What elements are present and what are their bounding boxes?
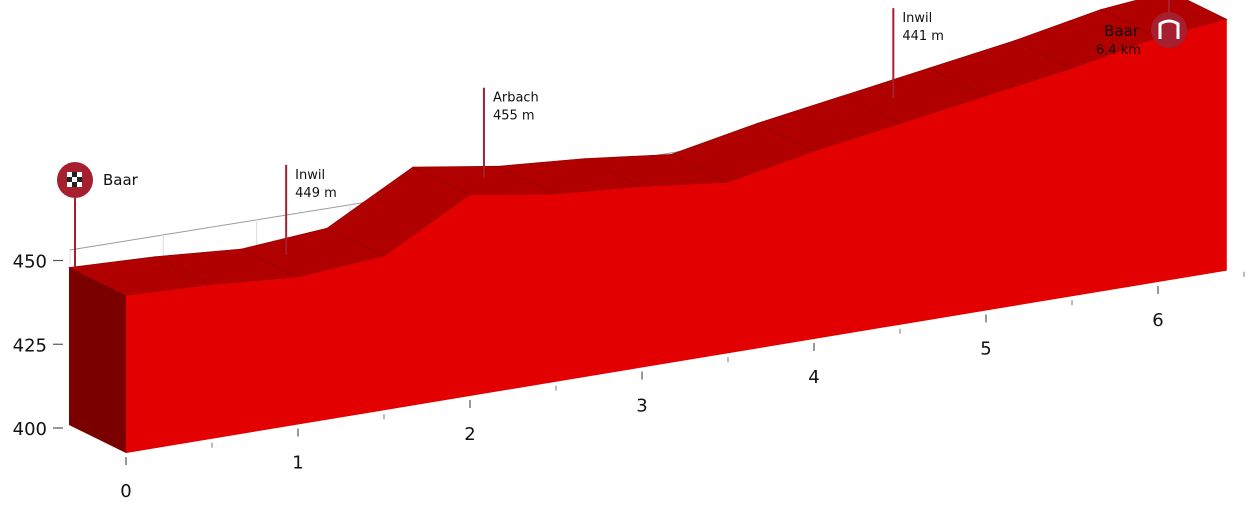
poi-name: Arbach xyxy=(493,91,539,106)
finish-distance: 6.4 km xyxy=(1096,43,1141,58)
y-tick-label: 425 xyxy=(13,335,47,356)
y-tick-label: 450 xyxy=(13,252,47,273)
start-label: Baar xyxy=(103,171,139,189)
profile-front-face xyxy=(126,19,1227,453)
x-tick-label: 2 xyxy=(464,424,475,445)
start-side-face xyxy=(69,267,126,453)
x-tick-label: 3 xyxy=(636,396,647,417)
x-tick-label: 6 xyxy=(1152,310,1163,331)
x-tick-label: 4 xyxy=(808,367,819,388)
checkered-flag-icon xyxy=(67,172,82,187)
poi-name: Inwil xyxy=(295,168,325,183)
poi-elevation: 455 m xyxy=(493,109,535,124)
x-tick-label: 0 xyxy=(120,481,131,501)
x-tick-label: 1 xyxy=(292,453,303,474)
poi-name: Inwil xyxy=(902,11,932,26)
poi-elevation: 449 m xyxy=(295,186,337,201)
x-tick-label: 5 xyxy=(980,339,991,360)
finish-arch-icon xyxy=(1158,19,1180,39)
finish-label: Baar xyxy=(1104,22,1140,40)
y-tick-label: 400 xyxy=(13,419,47,440)
finish-marker xyxy=(1151,12,1187,48)
poi-elevation: 441 m xyxy=(902,29,944,44)
